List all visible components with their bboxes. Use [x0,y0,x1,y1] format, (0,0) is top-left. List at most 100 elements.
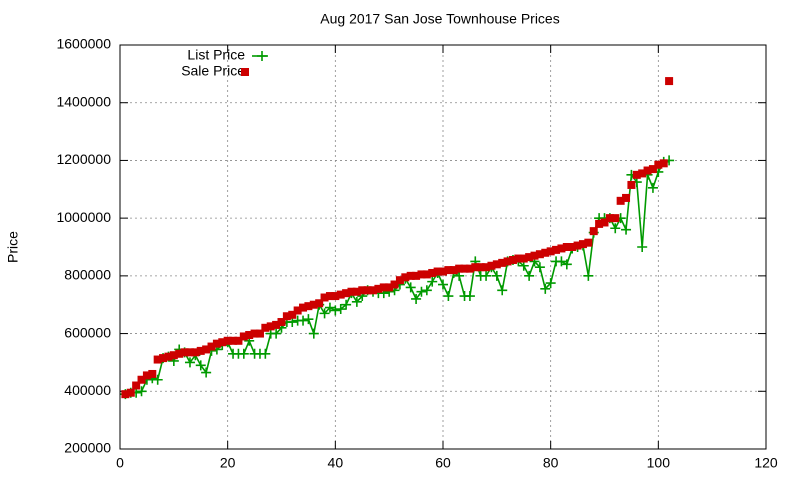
point [632,170,641,179]
point [180,348,189,357]
point [417,270,426,279]
point [245,331,254,340]
point [255,329,264,338]
x-tick-label: 60 [435,455,451,471]
point [298,315,309,326]
point [201,367,212,378]
point [293,306,302,315]
point [638,169,647,178]
point [534,262,545,273]
point [266,322,275,331]
point [336,290,345,299]
point [331,292,340,301]
point [335,304,346,315]
point [261,323,270,332]
y-tick-label: 800000 [64,267,111,283]
point [637,242,648,252]
point [622,193,631,202]
point [562,243,571,251]
point [595,219,604,228]
x-tick-label: 120 [754,455,778,471]
point [319,308,330,319]
y-tick-label: 1000000 [56,209,111,225]
point [351,296,362,307]
point [439,267,447,276]
point [406,271,415,280]
point [239,332,248,341]
point [557,244,566,253]
point [385,283,394,292]
point [540,283,551,294]
point [358,286,367,295]
point [320,293,329,302]
point [482,263,491,272]
point [411,293,422,304]
point [530,251,539,260]
legend-symbol [257,51,267,61]
point [545,278,556,289]
point [519,254,528,263]
point [556,256,567,267]
point [374,284,383,293]
point [610,223,621,234]
point [212,339,221,348]
point [449,266,458,275]
point [427,276,438,287]
point [583,270,594,281]
point [416,286,427,297]
point [153,355,162,364]
point [535,250,544,259]
point [412,271,421,280]
y-tick-label: 1200000 [56,151,111,167]
point [175,349,184,358]
point [573,241,582,250]
point [164,352,173,361]
point [433,267,442,276]
point [309,300,318,309]
point [185,348,194,357]
point [395,276,404,285]
point [422,270,431,279]
point [315,299,324,308]
point [341,299,352,310]
point [352,287,361,296]
point [600,218,609,227]
point [132,381,141,390]
y-tick-label: 1600000 [56,36,111,52]
point [390,280,399,289]
point [648,165,657,174]
point [277,318,286,327]
point [498,258,507,267]
point [481,270,492,281]
point [561,259,572,270]
point [503,257,512,266]
legend-label: Sale Price [181,63,245,79]
point [369,286,378,295]
point [421,285,432,296]
legend-symbol [241,68,249,76]
point [443,291,454,302]
point [136,386,147,397]
point [405,282,416,293]
point [260,348,271,359]
point [627,180,636,189]
x-tick-label: 40 [328,455,344,471]
y-axis-label: Price [5,231,21,263]
point [464,291,475,302]
point [299,303,308,312]
point [152,374,163,385]
point [303,314,314,325]
point [541,248,550,257]
point [665,77,674,86]
plot-border [119,44,767,450]
point [196,346,205,355]
point [218,338,227,347]
point [202,345,211,354]
point [121,390,130,399]
point [191,348,200,357]
point [137,375,146,384]
point [229,336,238,345]
point [491,270,502,281]
point [148,369,157,378]
point [568,243,577,251]
